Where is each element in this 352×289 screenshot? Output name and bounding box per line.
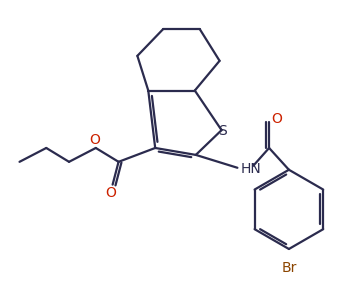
Text: O: O: [272, 112, 282, 126]
Text: O: O: [105, 186, 116, 199]
Text: Br: Br: [281, 261, 297, 275]
Text: S: S: [218, 124, 227, 138]
Text: HN: HN: [240, 162, 261, 176]
Text: O: O: [89, 133, 100, 147]
